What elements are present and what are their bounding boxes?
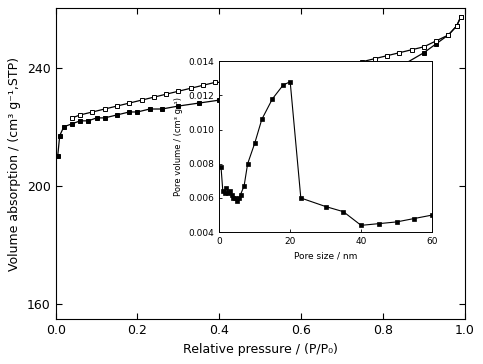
Y-axis label: Volume absorption / (cm³ g⁻¹,STP): Volume absorption / (cm³ g⁻¹,STP) [8,57,21,271]
X-axis label: Relative pressure / (P/P₀): Relative pressure / (P/P₀) [183,343,338,356]
